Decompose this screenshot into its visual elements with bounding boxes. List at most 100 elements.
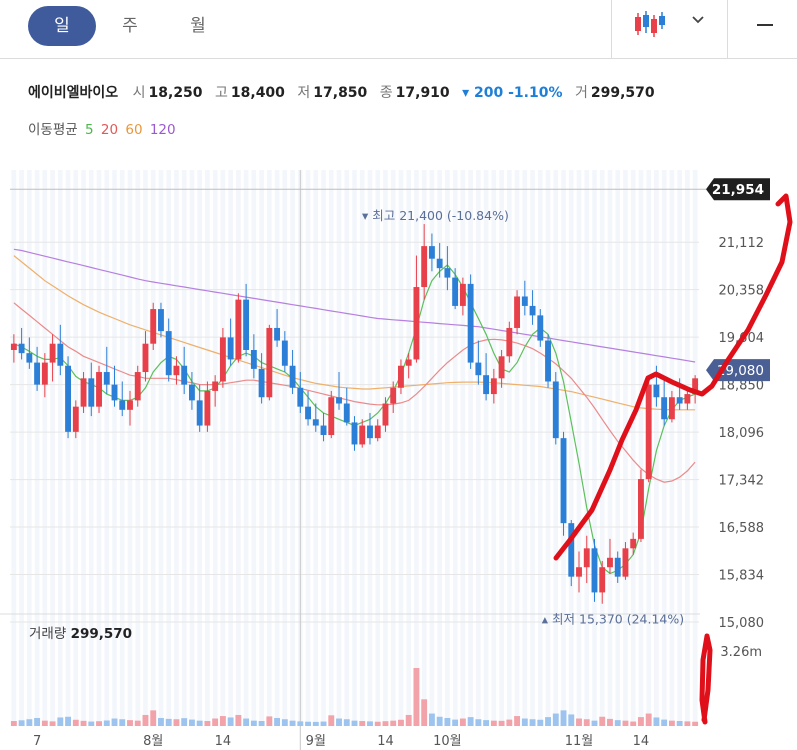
grid-column xyxy=(127,170,133,726)
candle-body xyxy=(637,479,644,539)
grid-column xyxy=(359,170,365,726)
candle-body xyxy=(181,365,188,385)
grid-column xyxy=(42,170,48,726)
crosshair-price-tag xyxy=(706,178,770,201)
grid-column xyxy=(491,170,497,726)
candle-body xyxy=(630,538,637,549)
grid-column xyxy=(336,170,342,726)
ma-legend-5: 5 xyxy=(84,122,94,138)
grid-column xyxy=(584,170,590,726)
candle-body xyxy=(88,378,95,407)
candle-body xyxy=(127,400,133,410)
grid-column xyxy=(654,170,659,726)
grid-column xyxy=(181,170,187,726)
minus-icon[interactable] xyxy=(757,24,773,26)
volume-bar xyxy=(444,717,451,726)
volume-panel-value: 299,570 xyxy=(70,626,133,642)
candle-body xyxy=(111,384,118,401)
volume-bar xyxy=(181,718,188,726)
volume-bar xyxy=(398,719,404,726)
volume-bar xyxy=(684,721,691,726)
grid-column xyxy=(367,170,373,726)
volume-bar xyxy=(545,717,551,726)
grid-column xyxy=(623,170,628,726)
candle-body xyxy=(41,362,48,385)
volume-bar xyxy=(57,717,64,726)
candle-body xyxy=(692,378,699,395)
volume-bar xyxy=(599,716,606,726)
candle-body xyxy=(188,384,195,401)
volume-bar xyxy=(34,717,41,726)
volume-bar xyxy=(514,716,521,726)
grid-column xyxy=(305,170,311,726)
volume-bar xyxy=(483,720,490,726)
grid-column xyxy=(421,170,427,726)
tab-weekly[interactable]: 주 xyxy=(122,16,138,36)
volume-bar xyxy=(196,720,203,726)
grid-column xyxy=(259,170,264,726)
grid-column xyxy=(19,170,24,726)
volume-bar xyxy=(568,714,575,726)
grid-column xyxy=(27,170,32,726)
candle-body xyxy=(49,343,56,363)
grid-column xyxy=(57,170,63,726)
tab-daily[interactable]: 일 xyxy=(28,6,96,46)
candle-body xyxy=(328,397,335,435)
grid-column xyxy=(476,170,481,726)
grid-column xyxy=(321,170,326,726)
candle-body xyxy=(359,425,366,445)
candle-body xyxy=(599,567,606,593)
grid-column xyxy=(669,170,675,726)
toolbar-divider xyxy=(611,0,612,58)
grid-column xyxy=(607,170,613,726)
ma20-line xyxy=(13,302,696,483)
grid-column xyxy=(236,170,241,726)
volume-bar xyxy=(552,713,559,726)
grid-column xyxy=(375,170,381,726)
candle-body xyxy=(444,268,451,278)
volume-bar xyxy=(436,716,443,726)
candle-body xyxy=(545,340,551,382)
ma-legend-title: 이동평균 xyxy=(28,122,78,138)
volume-bar xyxy=(661,719,668,726)
volume-bar xyxy=(266,716,273,726)
candle-body xyxy=(576,567,582,577)
candle-body xyxy=(452,277,459,306)
candle-body xyxy=(560,438,567,524)
volume-bar xyxy=(227,717,234,726)
candle-body xyxy=(274,327,281,341)
volume-bar xyxy=(413,668,420,726)
grid-column xyxy=(537,170,543,726)
chevron-down-icon[interactable] xyxy=(691,13,705,29)
volume-bar xyxy=(328,715,335,726)
candlestick-icon[interactable] xyxy=(633,9,667,39)
volume-bar xyxy=(490,720,497,726)
volume-bar xyxy=(219,716,226,726)
x-tick-label: 14 xyxy=(215,734,232,749)
volume-value: 299,570 xyxy=(590,85,655,101)
candle-body xyxy=(506,327,513,357)
candle-body xyxy=(529,305,536,316)
grid-column xyxy=(398,170,404,726)
grid-column xyxy=(34,170,40,726)
volume-bar xyxy=(521,718,528,726)
grid-column xyxy=(499,170,504,726)
grid-column xyxy=(468,170,473,726)
low-value: 17,850 xyxy=(313,85,368,101)
tab-monthly[interactable]: 월 xyxy=(190,16,206,36)
crosshair-price-label: 21,954 xyxy=(712,182,764,198)
volume-bar xyxy=(320,721,327,726)
close-label: 종 xyxy=(379,85,393,101)
candle-body xyxy=(521,296,528,306)
candle-body xyxy=(320,425,327,435)
candle-body xyxy=(552,381,559,439)
volume-bar xyxy=(158,717,164,726)
volume-bar xyxy=(560,710,567,726)
grid-column xyxy=(143,170,148,726)
volume-bar xyxy=(653,717,660,726)
candle-body xyxy=(281,340,288,366)
candle-body xyxy=(661,397,668,420)
candle-body xyxy=(398,365,404,388)
candle-body xyxy=(219,337,226,382)
